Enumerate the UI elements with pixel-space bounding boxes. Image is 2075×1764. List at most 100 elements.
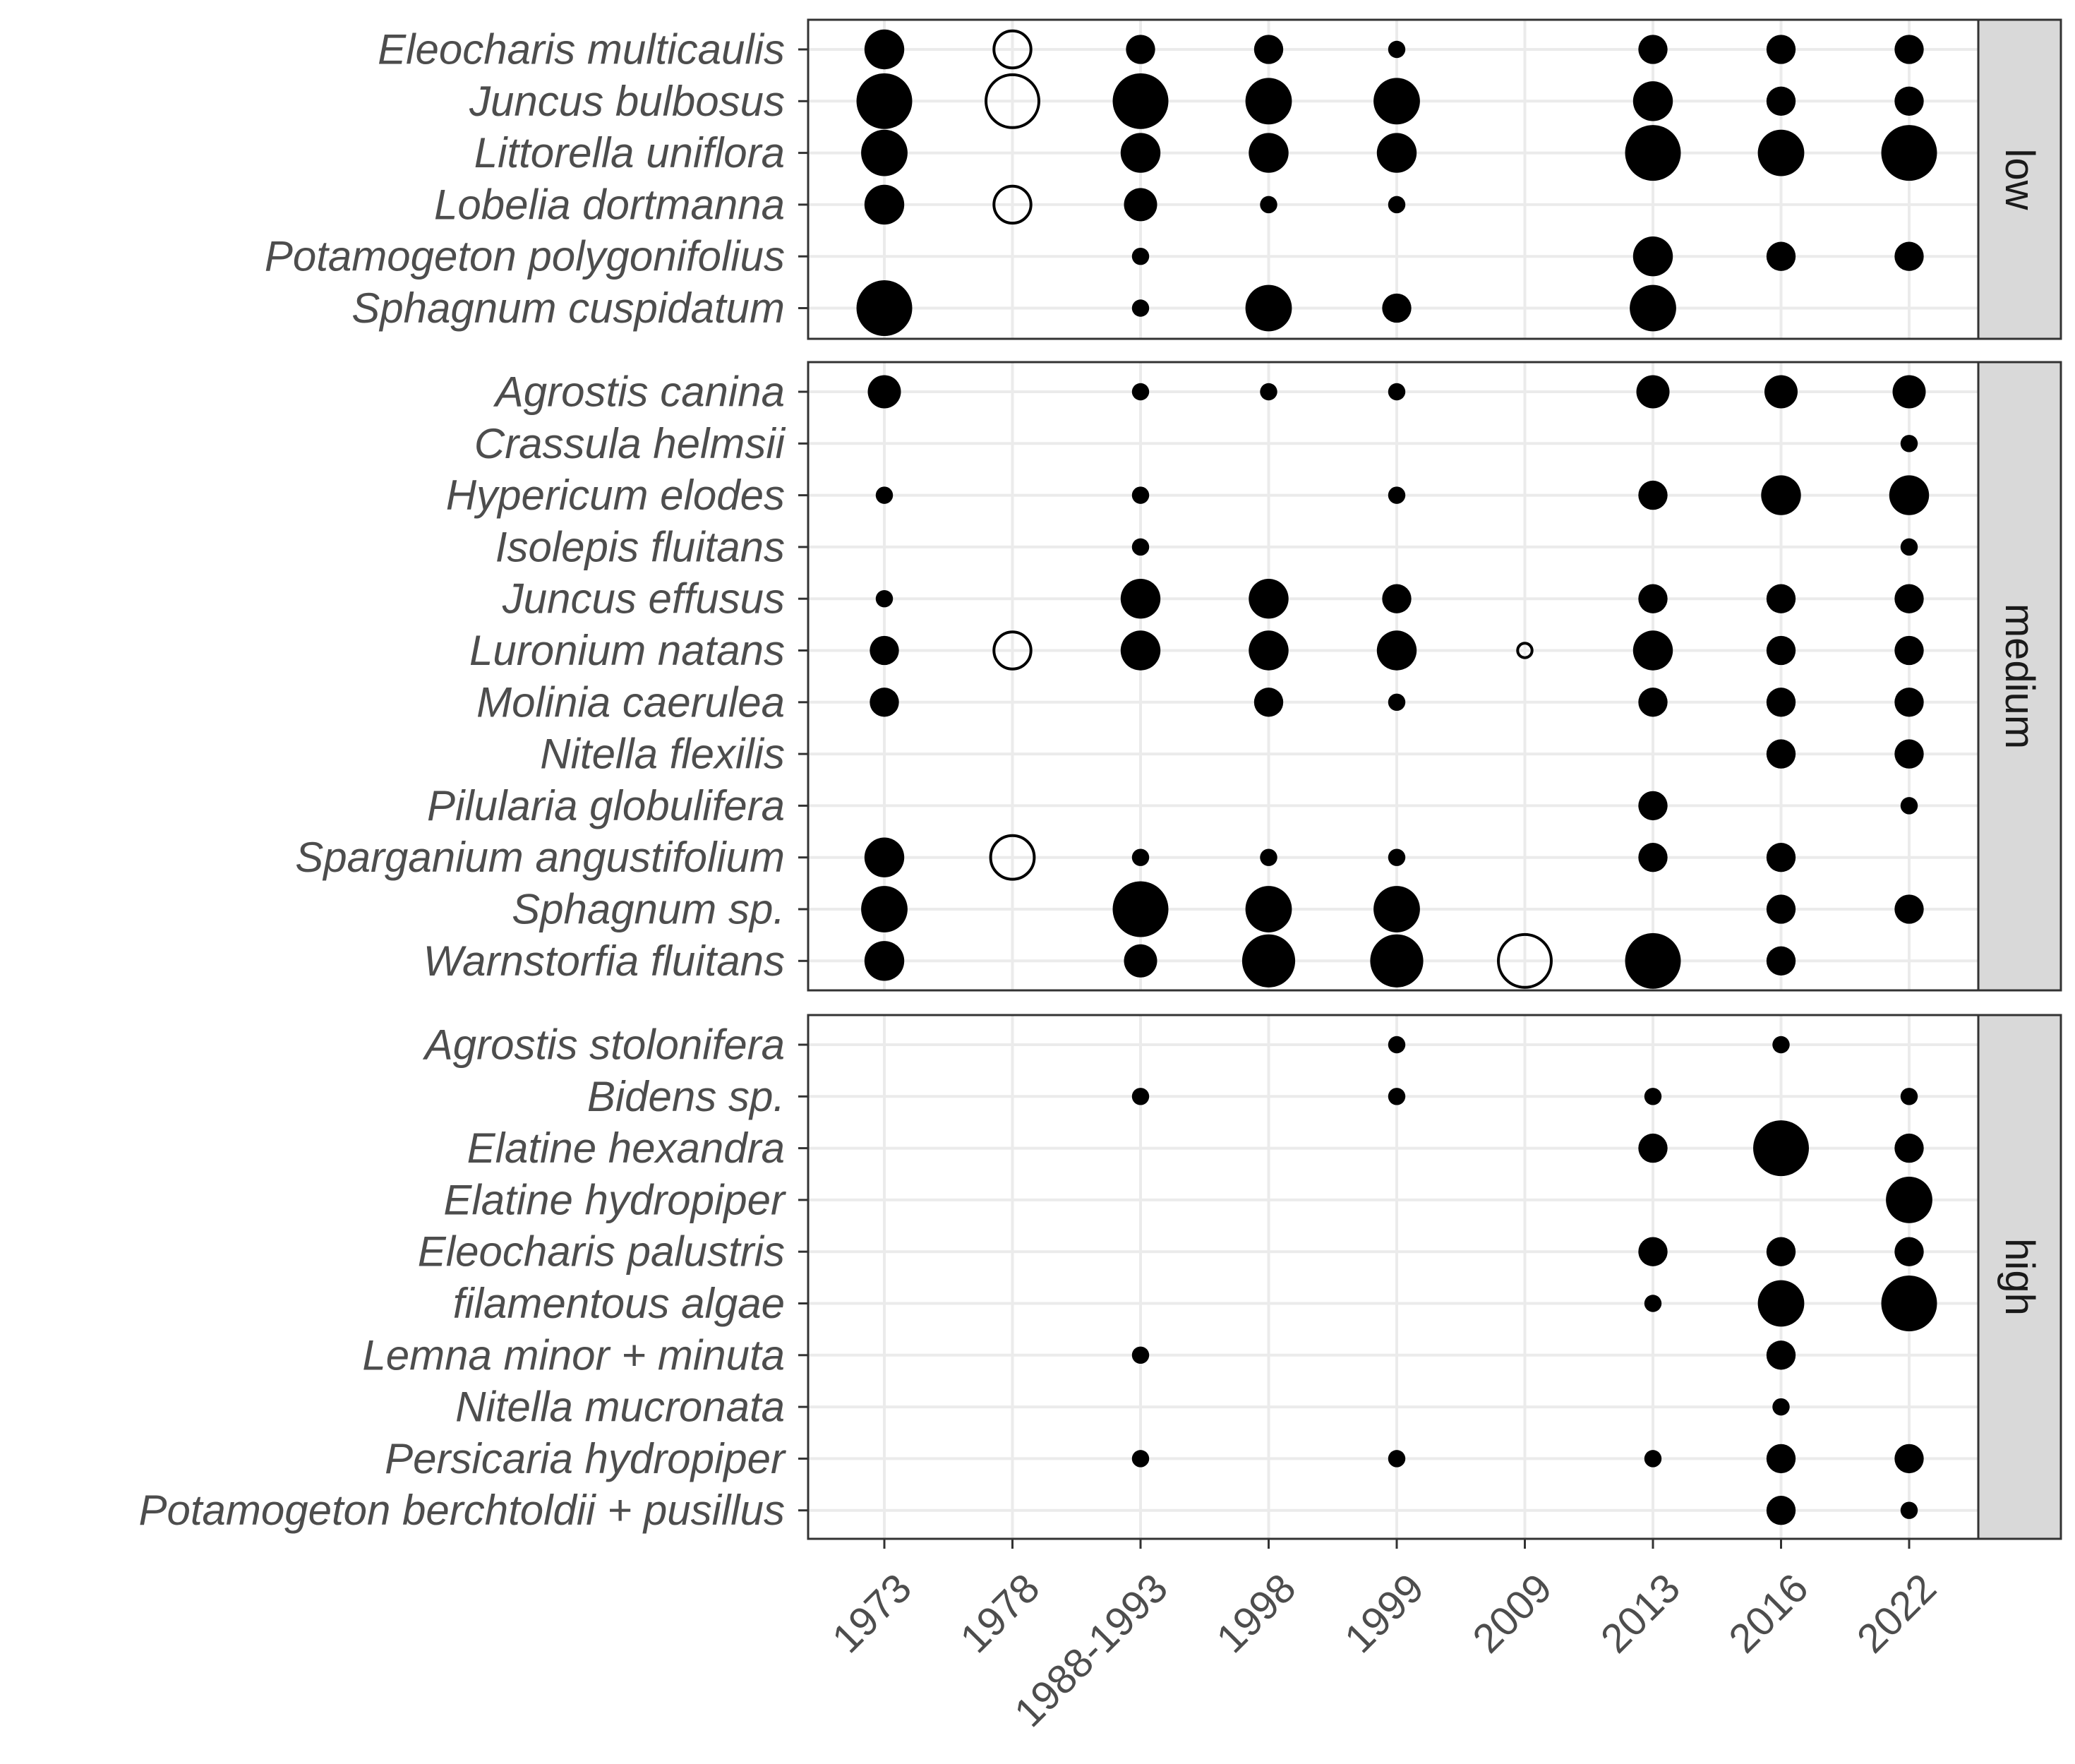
facet-strip-label: medium (1997, 604, 2043, 749)
point-medium-agrostis-canina-2022 (1892, 375, 1926, 409)
point-medium-luronium-natans-2022 (1894, 635, 1924, 666)
point-medium-sphagnum-sp--1999 (1373, 886, 1420, 932)
point-high-elatine-hexandra-2022 (1894, 1133, 1924, 1163)
point-medium-sphagnum-sp--1998 (1245, 886, 1292, 932)
point-medium-warnstorfia-fluitans-2009 (1497, 932, 1553, 989)
point-medium-juncus-effusus-1988-1993 (1120, 579, 1161, 619)
point-low-littorella-uniflora-2016 (1757, 129, 1805, 176)
point-medium-isolepis-fluitans-2022 (1900, 538, 1918, 556)
point-medium-sphagnum-sp--1988-1993 (1112, 881, 1169, 937)
point-low-littorella-uniflora-1973 (861, 129, 908, 176)
point-low-eleocharis-multicaulis-1973 (864, 29, 905, 70)
species-label: Crassula helmsii (474, 420, 786, 467)
point-low-sphagnum-cuspidatum-1973 (856, 280, 913, 336)
point-medium-luronium-natans-2016 (1766, 635, 1796, 666)
point-high-persicaria-hydropiper-2013 (1644, 1450, 1662, 1468)
species-label: Potamogeton berchtoldii + pusillus (138, 1487, 785, 1534)
point-medium-agrostis-canina-1973 (867, 375, 901, 409)
point-high-persicaria-hydropiper-1988-1993 (1131, 1450, 1150, 1468)
species-label: Eleocharis multicaulis (378, 26, 785, 73)
point-low-potamogeton-polygonifolius-2022 (1894, 241, 1924, 271)
point-high-bidens-sp--1988-1993 (1131, 1088, 1150, 1105)
point-medium-hypericum-elodes-2013 (1638, 480, 1668, 510)
point-high-agrostis-stolonifera-1999 (1388, 1036, 1406, 1054)
point-low-potamogeton-polygonifolius-2013 (1632, 236, 1673, 277)
point-medium-molinia-caerulea-2016 (1766, 688, 1796, 717)
point-low-potamogeton-polygonifolius-1988-1993 (1131, 247, 1150, 265)
point-high-lemna-minor-minuta-2016 (1766, 1340, 1796, 1370)
species-label: Littorella uniflora (474, 129, 785, 176)
point-medium-luronium-natans-2009 (1516, 642, 1534, 659)
point-low-sphagnum-cuspidatum-1988-1993 (1131, 299, 1150, 317)
species-label: Warnstorfia fluitans (423, 937, 785, 985)
species-label: Persicaria hydropiper (385, 1435, 786, 1482)
point-low-littorella-uniflora-2013 (1625, 125, 1681, 181)
point-medium-isolepis-fluitans-1988-1993 (1131, 538, 1150, 556)
point-low-lobelia-dortmanna-1973 (864, 184, 905, 225)
point-medium-warnstorfia-fluitans-1988-1993 (1124, 944, 1157, 978)
species-label: Sphagnum cuspidatum (351, 284, 785, 332)
point-high-persicaria-hydropiper-2016 (1766, 1444, 1796, 1474)
point-medium-crassula-helmsii-2022 (1900, 435, 1918, 452)
facet-strip (1977, 1014, 2062, 1540)
point-medium-sparganium-angustifolium-2016 (1766, 843, 1796, 872)
point-high-bidens-sp--1999 (1388, 1088, 1406, 1105)
point-low-lobelia-dortmanna-1988-1993 (1124, 188, 1157, 222)
point-high-filamentous-algae-2016 (1757, 1280, 1805, 1327)
point-high-elatine-hydropiper-2022 (1886, 1177, 1932, 1223)
point-high-potamogeton-berchtoldii-pusillus-2022 (1900, 1501, 1918, 1519)
panel-background (808, 20, 1978, 339)
point-medium-agrostis-canina-1998 (1260, 383, 1277, 401)
point-low-juncus-bulbosus-1988-1993 (1112, 73, 1169, 129)
point-medium-molinia-caerulea-1998 (1253, 688, 1284, 717)
point-high-elatine-hexandra-2016 (1753, 1120, 1809, 1177)
point-medium-luronium-natans-2013 (1632, 630, 1673, 671)
point-low-potamogeton-polygonifolius-2016 (1766, 241, 1796, 271)
point-low-juncus-bulbosus-1973 (856, 73, 913, 129)
point-low-eleocharis-multicaulis-1978 (992, 29, 1033, 70)
point-low-juncus-bulbosus-1999 (1373, 78, 1420, 125)
point-high-persicaria-hydropiper-1999 (1388, 1450, 1406, 1468)
point-medium-sphagnum-sp--1973 (861, 886, 908, 932)
point-high-lemna-minor-minuta-1988-1993 (1131, 1346, 1150, 1364)
point-low-littorella-uniflora-1998 (1249, 133, 1289, 173)
point-low-sphagnum-cuspidatum-1998 (1245, 284, 1292, 332)
point-medium-hypericum-elodes-2016 (1761, 475, 1801, 515)
point-medium-juncus-effusus-2016 (1766, 584, 1796, 613)
point-high-nitella-mucronata-2016 (1772, 1398, 1790, 1416)
point-medium-sparganium-angustifolium-1999 (1388, 848, 1406, 866)
point-low-juncus-bulbosus-2013 (1632, 81, 1673, 121)
species-label: Potamogeton polygonifolius (265, 233, 785, 280)
species-label: Luronium natans (469, 627, 785, 674)
point-medium-sparganium-angustifolium-2013 (1638, 843, 1668, 872)
species-label: Lemna minor + minuta (362, 1331, 785, 1379)
point-high-bidens-sp--2022 (1900, 1088, 1918, 1105)
panel-background (808, 362, 1978, 990)
point-low-sphagnum-cuspidatum-1999 (1382, 293, 1412, 323)
point-medium-luronium-natans-1998 (1249, 630, 1289, 671)
species-label: Bidens sp. (587, 1073, 785, 1120)
species-label: Elatine hydropiper (443, 1176, 786, 1223)
point-medium-pilularia-globulifera-2022 (1900, 797, 1918, 815)
point-medium-molinia-caerulea-2022 (1894, 688, 1924, 717)
point-low-juncus-bulbosus-2016 (1766, 86, 1796, 116)
point-medium-pilularia-globulifera-2013 (1638, 791, 1668, 821)
species-label: Pilularia globulifera (427, 782, 785, 829)
point-medium-agrostis-canina-1988-1993 (1131, 383, 1150, 401)
point-high-filamentous-algae-2022 (1881, 1276, 1937, 1331)
point-low-lobelia-dortmanna-1978 (992, 184, 1033, 225)
species-label: Isolepis fluitans (495, 523, 785, 570)
point-high-eleocharis-palustris-2013 (1638, 1237, 1668, 1266)
point-medium-sphagnum-sp--2022 (1894, 894, 1924, 924)
point-medium-hypericum-elodes-2022 (1889, 475, 1930, 515)
point-high-persicaria-hydropiper-2022 (1894, 1444, 1924, 1474)
species-label: Nitella flexilis (540, 731, 785, 778)
point-medium-luronium-natans-1988-1993 (1120, 630, 1161, 671)
point-medium-molinia-caerulea-2013 (1638, 688, 1668, 717)
point-low-eleocharis-multicaulis-2013 (1638, 35, 1668, 64)
point-medium-luronium-natans-1978 (992, 630, 1033, 671)
point-low-juncus-bulbosus-1978 (985, 73, 1040, 129)
species-label: Agrostis canina (493, 368, 785, 416)
